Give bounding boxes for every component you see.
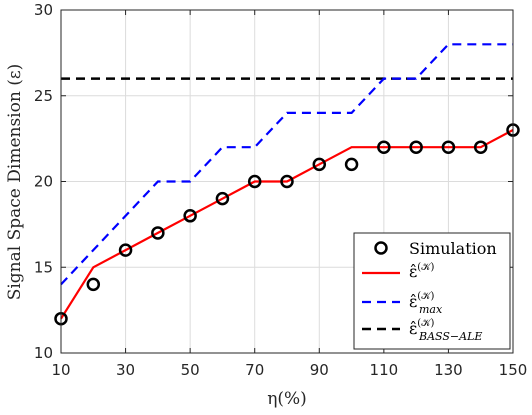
- y-axis-label: Signal Space Dimension (ε): [5, 64, 25, 301]
- legend-max-sub: max: [419, 303, 443, 316]
- x-axis-label: η(%): [267, 389, 307, 409]
- x-tick-label-130: 130: [434, 361, 463, 379]
- y-tick-label-25: 25: [34, 87, 53, 105]
- simulation-point-110: [377, 140, 391, 154]
- x-tick-label-110: 110: [370, 361, 399, 379]
- ticks: [60, 9, 514, 354]
- x-tick-label-50: 50: [181, 361, 200, 379]
- simulation-point-60: [215, 191, 230, 206]
- y-tick-label-20: 20: [34, 173, 53, 191]
- simulation-point-30: [118, 243, 133, 257]
- simulation-point-20: [86, 277, 101, 292]
- legend-entry-max: ε̂(𝒦) max: [409, 291, 443, 316]
- y-tick-label-15: 15: [34, 258, 53, 276]
- tick-labels: 10 30 50 70 90 110 130 150 10 15 20 25 30: [34, 1, 527, 379]
- series-max-line: [60, 43, 513, 286]
- x-tick-label-10: 10: [51, 361, 70, 379]
- simulation-point-80: [280, 174, 294, 189]
- simulation-point-90: [312, 157, 327, 172]
- x-tick-label-150: 150: [499, 361, 528, 379]
- legend-entry-k: ε̂(𝒦): [409, 262, 434, 281]
- x-tick-label-30: 30: [116, 361, 135, 379]
- simulation-point-70: [247, 174, 262, 189]
- legend: Simulation ε̂(𝒦) ε̂(𝒦) max ε̂(𝒦) BASS−ALE: [353, 232, 511, 350]
- series-k-line: [60, 129, 514, 320]
- series-layer: [54, 43, 520, 326]
- simulation-point-100: [344, 157, 359, 172]
- x-tick-label-70: 70: [245, 361, 264, 379]
- x-tick-label-90: 90: [310, 361, 329, 379]
- legend-bass-sub: BASS−ALE: [418, 330, 482, 343]
- legend-max-main: ε̂: [409, 292, 417, 311]
- simulation-point-130: [441, 140, 456, 154]
- simulation-point-40: [151, 226, 165, 240]
- legend-bass-sup: (𝒦): [417, 318, 434, 329]
- legend-sample-simulation: [374, 241, 388, 255]
- legend-k-sup: (𝒦): [417, 262, 434, 273]
- simulation-point-140: [473, 140, 488, 154]
- y-tick-label-10: 10: [34, 344, 53, 362]
- simulation-point-120: [409, 140, 423, 154]
- legend-bass-main: ε̂: [409, 319, 417, 338]
- y-tick-label-30: 30: [34, 1, 53, 19]
- legend-max-sup: (𝒦): [417, 291, 434, 302]
- legend-simulation-text: Simulation: [409, 239, 497, 258]
- legend-entry-bass: ε̂(𝒦) BASS−ALE: [409, 318, 482, 343]
- legend-entry-simulation: Simulation: [409, 239, 497, 258]
- legend-samples: [362, 241, 400, 331]
- simulation-point-50: [183, 209, 197, 223]
- legend-k-main: ε̂: [409, 262, 417, 281]
